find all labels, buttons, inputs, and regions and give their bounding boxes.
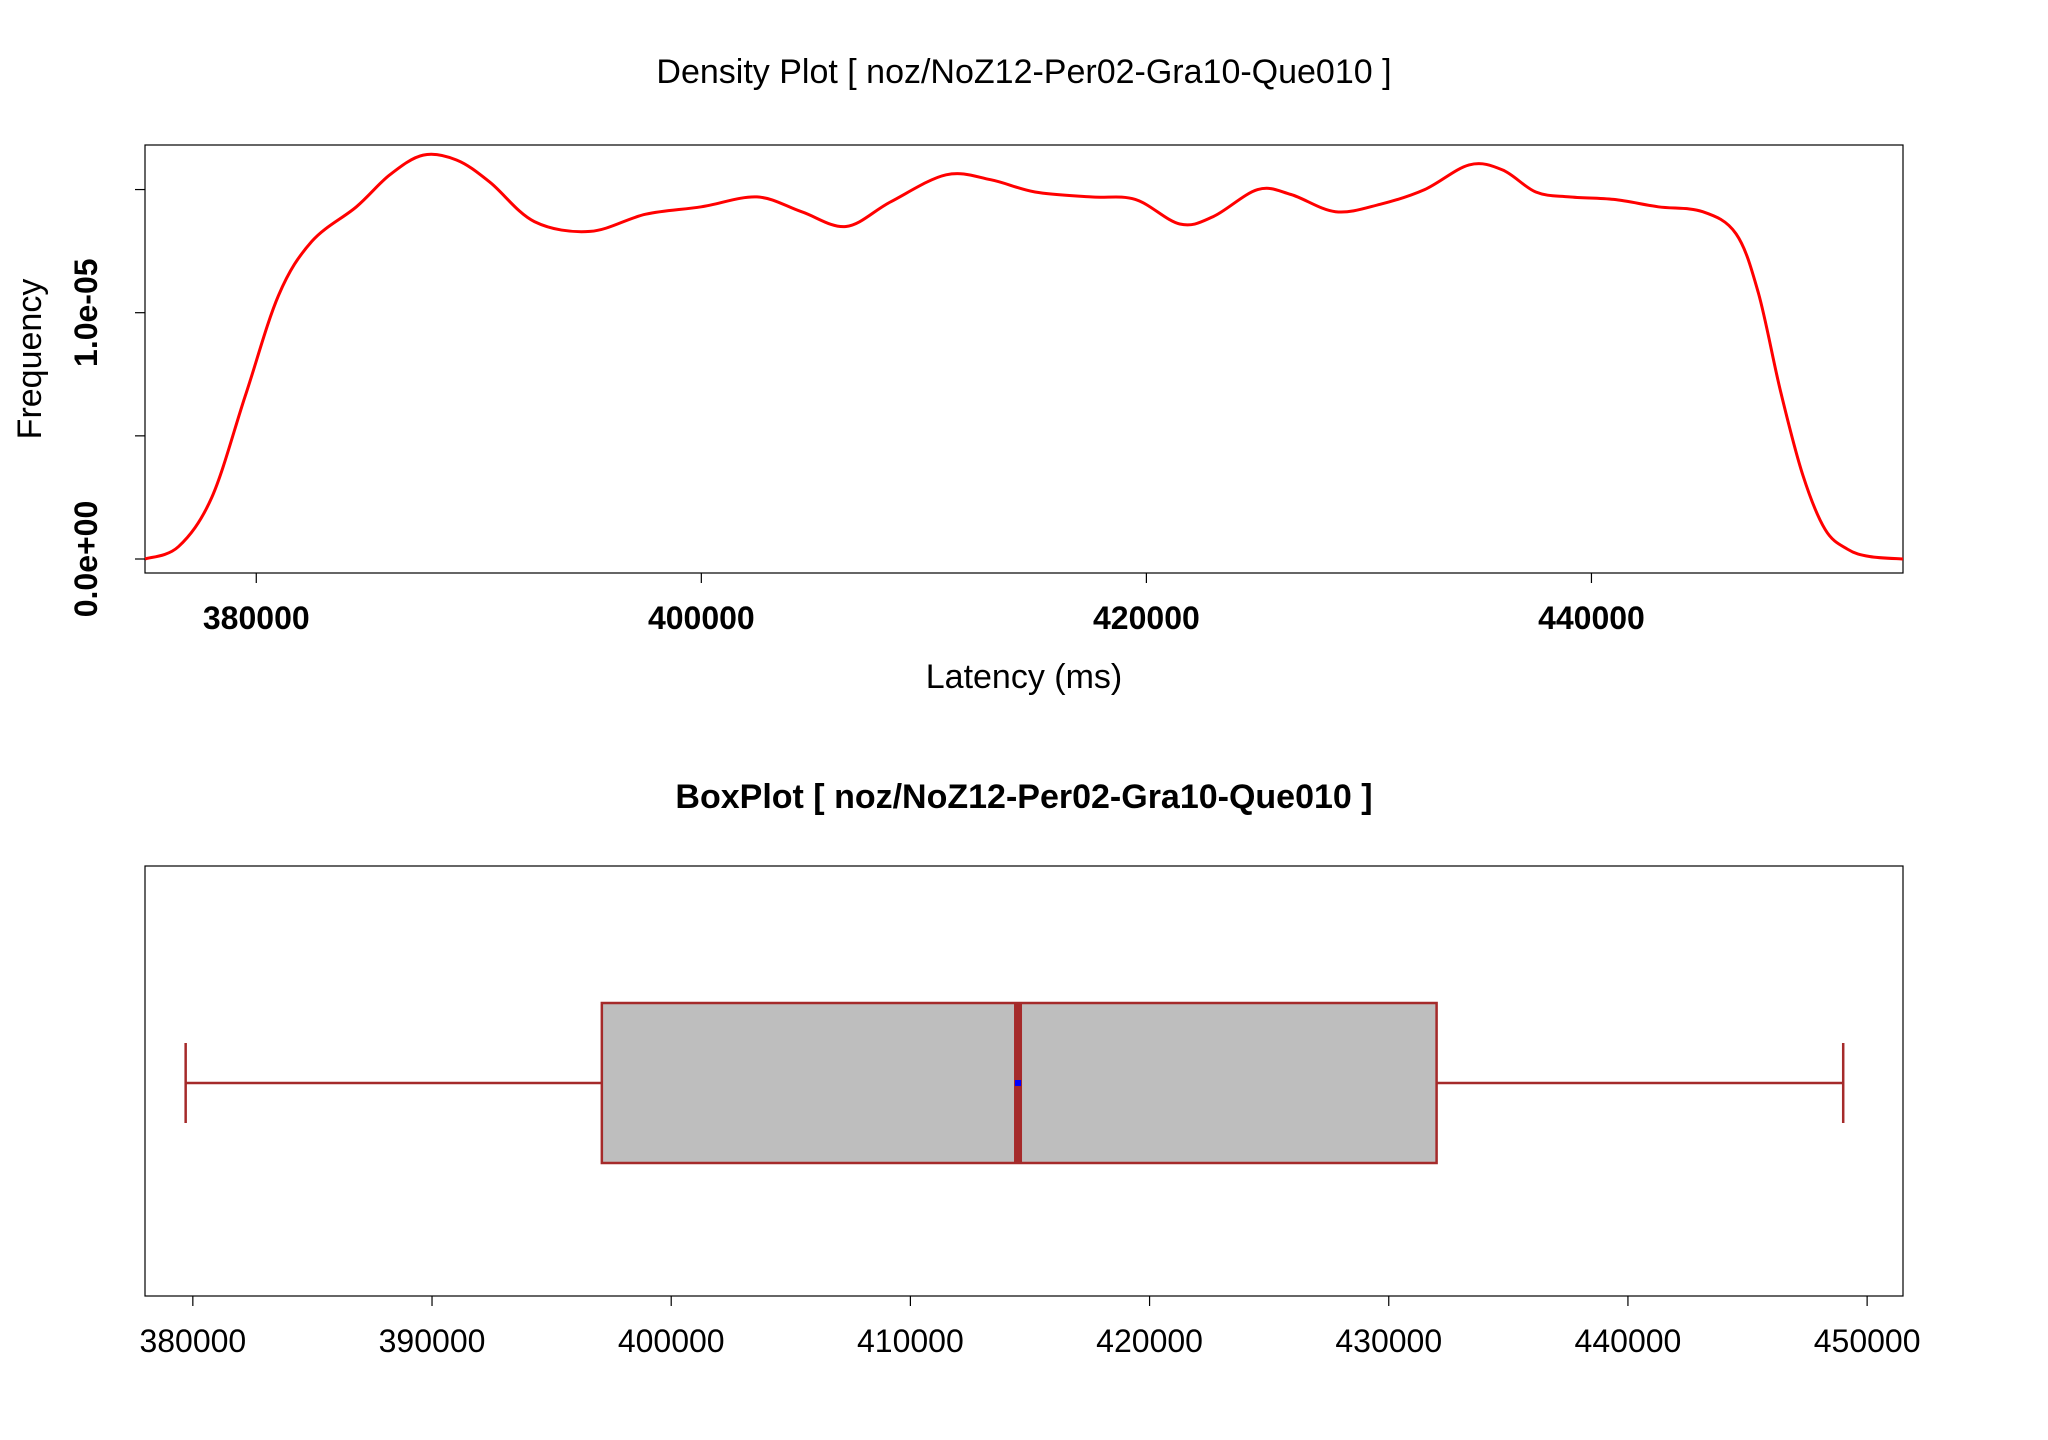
- density-plot-frame: [144, 144, 1904, 574]
- density-x-axis: 380000 400000 420000 440000: [203, 573, 1645, 636]
- density-y-axis: 0.0e+00 1.0e-05: [68, 188, 145, 618]
- box-plot-frame: [144, 865, 1904, 1297]
- density-x-tick-label: 420000: [1093, 600, 1200, 636]
- box-title: BoxPlot [ noz/NoZ12-Per02-Gra10-Que010 ]: [675, 778, 1372, 816]
- density-series-line: [144, 152, 1904, 561]
- density-title: Density Plot [ noz/NoZ12-Per02-Gra10-Que…: [656, 53, 1391, 91]
- box-x-tick-label: 420000: [1096, 1323, 1203, 1359]
- box-x-tick-label: 410000: [857, 1323, 964, 1359]
- density-y-tick-label: 1.0e-05: [68, 258, 104, 367]
- box-x-tick-label: 430000: [1335, 1323, 1442, 1359]
- box-x-tick-label: 450000: [1814, 1323, 1921, 1359]
- density-x-tick-label: 380000: [203, 600, 310, 636]
- density-y-tick-label: 0.0e+00: [68, 501, 104, 618]
- density-x-tick-label: 400000: [648, 600, 755, 636]
- density-x-tick-label: 440000: [1538, 600, 1645, 636]
- density-plot: Density Plot [ noz/NoZ12-Per02-Gra10-Que…: [11, 53, 1904, 696]
- density-y-axis-label: Frequency: [11, 279, 49, 440]
- box-x-axis: 380000 390000 400000 410000 420000 430000 4400…: [139, 1296, 1921, 1359]
- density-x-axis-label: Latency (ms): [926, 658, 1123, 696]
- box-plot: BoxPlot [ noz/NoZ12-Per02-Gra10-Que010 ]…: [139, 778, 1920, 1359]
- box-x-tick-label: 380000: [139, 1323, 246, 1359]
- box-marks: [184, 1001, 1845, 1165]
- box-x-tick-label: 440000: [1575, 1323, 1682, 1359]
- box-x-tick-label: 400000: [618, 1323, 725, 1359]
- box-mean-point: [1015, 1080, 1022, 1086]
- box-x-tick-label: 390000: [379, 1323, 486, 1359]
